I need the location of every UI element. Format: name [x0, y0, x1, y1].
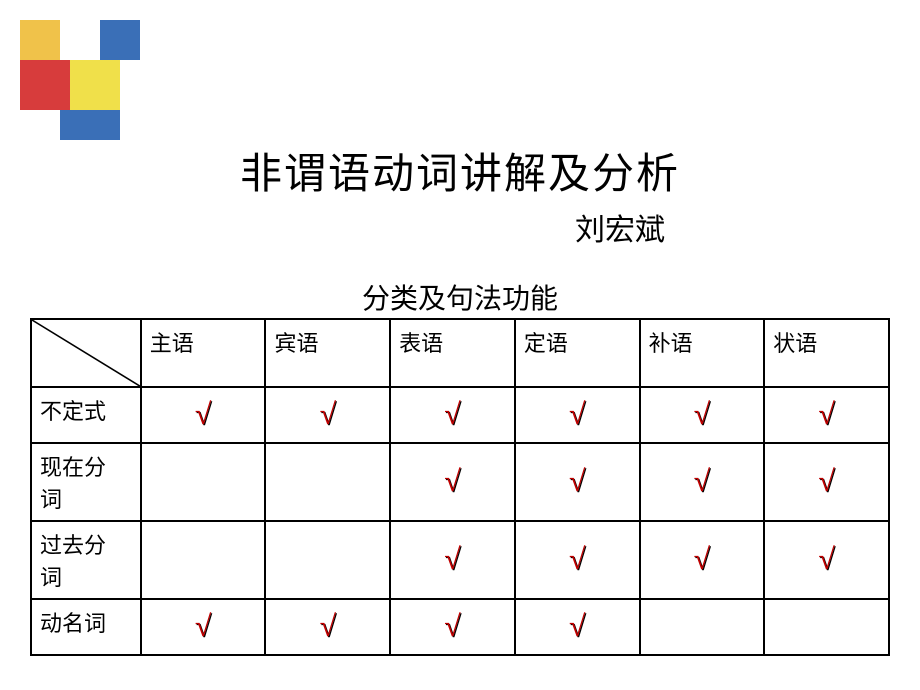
- author-name: 刘宏斌: [320, 205, 920, 249]
- table-cell: √: [515, 387, 640, 443]
- decor-block: [20, 110, 60, 140]
- check-icon: √: [818, 465, 834, 499]
- table-cell: √: [390, 521, 515, 599]
- check-icon: √: [320, 610, 336, 644]
- table-cell: √: [764, 443, 889, 521]
- decor-block: [60, 110, 120, 140]
- table-row: 动名词 √ √ √ √: [31, 599, 889, 655]
- decor-block: [60, 20, 100, 60]
- table-cell: [764, 599, 889, 655]
- table-row: 不定式 √ √ √ √ √ √: [31, 387, 889, 443]
- table-cell: √: [764, 387, 889, 443]
- table-cell: √: [141, 599, 266, 655]
- check-icon: √: [818, 398, 834, 432]
- decor-block: [20, 20, 60, 60]
- table-row: 现在分词 √ √ √ √: [31, 443, 889, 521]
- table-corner-cell: [31, 319, 141, 387]
- row-label: 现在分词: [31, 443, 141, 521]
- table-cell: √: [141, 387, 266, 443]
- table-cell: √: [640, 521, 765, 599]
- table-cell: √: [515, 443, 640, 521]
- row-label: 动名词: [31, 599, 141, 655]
- decor-block: [70, 60, 120, 110]
- table-cell: [141, 443, 266, 521]
- check-icon: √: [444, 465, 460, 499]
- check-icon: √: [569, 465, 585, 499]
- check-icon: √: [320, 398, 336, 432]
- table-cell: √: [640, 387, 765, 443]
- table-cell: √: [515, 521, 640, 599]
- check-icon: √: [444, 543, 460, 577]
- title-block: 非谓语动词讲解及分析 刘宏斌 分类及句法功能: [0, 140, 920, 317]
- table-cell: √: [640, 443, 765, 521]
- check-icon: √: [694, 398, 710, 432]
- table-cell: [640, 599, 765, 655]
- table-cell: √: [515, 599, 640, 655]
- table-cell: √: [265, 599, 390, 655]
- column-header: 状语: [764, 319, 889, 387]
- column-header: 主语: [141, 319, 266, 387]
- check-icon: √: [694, 543, 710, 577]
- function-table: 主语宾语表语定语补语状语不定式√√√√√√现在分词√√√√过去分词√√√√动名词…: [30, 318, 890, 656]
- table-cell: [265, 521, 390, 599]
- main-title: 非谓语动词讲解及分析: [0, 140, 920, 201]
- check-icon: √: [569, 610, 585, 644]
- check-icon: √: [195, 398, 211, 432]
- check-icon: √: [818, 543, 834, 577]
- row-label: 不定式: [31, 387, 141, 443]
- check-icon: √: [694, 465, 710, 499]
- decor-block: [20, 60, 70, 110]
- table-cell: √: [390, 599, 515, 655]
- check-icon: √: [444, 398, 460, 432]
- table-row: 过去分词 √ √ √ √: [31, 521, 889, 599]
- table-cell: √: [390, 387, 515, 443]
- table-cell: [265, 443, 390, 521]
- row-label: 过去分词: [31, 521, 141, 599]
- table-cell: √: [390, 443, 515, 521]
- table-cell: √: [764, 521, 889, 599]
- table-cell: [141, 521, 266, 599]
- check-icon: √: [195, 610, 211, 644]
- table-cell: √: [265, 387, 390, 443]
- column-header: 补语: [640, 319, 765, 387]
- check-icon: √: [444, 610, 460, 644]
- corner-decoration: [20, 20, 150, 150]
- column-header: 定语: [515, 319, 640, 387]
- column-header: 宾语: [265, 319, 390, 387]
- column-header: 表语: [390, 319, 515, 387]
- check-icon: √: [569, 543, 585, 577]
- check-icon: √: [569, 398, 585, 432]
- decor-block: [100, 20, 140, 60]
- subtitle: 分类及句法功能: [0, 277, 920, 317]
